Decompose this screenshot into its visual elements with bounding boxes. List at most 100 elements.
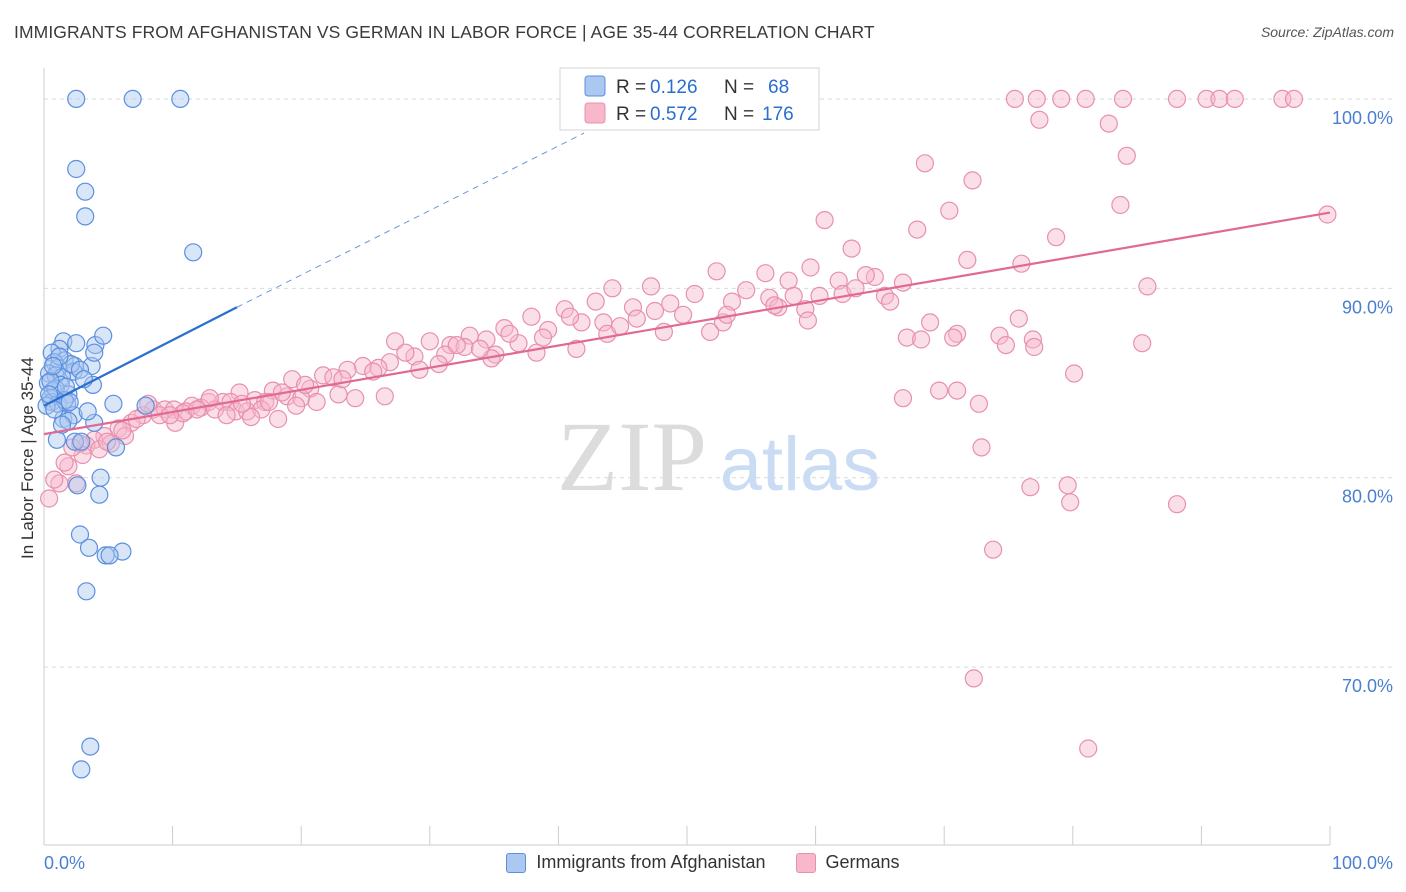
legend-swatch-blue (584, 75, 606, 97)
germans-point-107 (252, 400, 271, 419)
afghanistan-point-65 (52, 415, 72, 434)
germans-point-164 (881, 292, 900, 311)
germans-point-45 (623, 298, 643, 317)
germans-point-26 (756, 264, 775, 283)
germans-point-163 (856, 266, 875, 285)
afghanistan-point-50 (100, 546, 119, 565)
afghanistan-point-45 (90, 485, 109, 504)
afghanistan-point-9 (86, 336, 105, 355)
germans-point-15 (963, 171, 982, 190)
germans-point-59 (897, 328, 917, 347)
germans-point-17 (940, 201, 959, 220)
germans-point-65 (477, 330, 496, 349)
legend-r-label-pink: R = (616, 104, 646, 125)
germans-point-166 (944, 328, 963, 347)
y-tick-label-3: 100.0% (1332, 108, 1393, 128)
trend-lines (43, 132, 1331, 436)
germans-point-1 (1027, 89, 1046, 109)
germans-point-49 (627, 309, 646, 328)
afghanistan-point-6 (184, 243, 203, 262)
germans-point-27 (707, 262, 726, 281)
y-tick-label-2: 90.0% (1342, 297, 1393, 317)
germans-point-112 (269, 409, 288, 429)
germans-point-22 (842, 239, 861, 258)
germans-point-53 (1009, 309, 1028, 328)
swatch-afghanistan (506, 852, 527, 873)
legend-item-germans: Germans (795, 852, 900, 873)
germans-point-147 (329, 385, 348, 404)
afghanistan-point-3 (67, 159, 86, 179)
legend-n-label-pink: N = (724, 104, 754, 125)
germans-point-137 (139, 394, 158, 413)
germans-point-2 (1052, 89, 1071, 109)
germans-point-23 (958, 250, 977, 269)
afghanistan-point-53 (72, 760, 91, 779)
afghanistan-point-1 (123, 89, 142, 109)
x-tick-label-0: 0.0% (44, 853, 85, 873)
germans-point-67 (420, 332, 439, 351)
germans-point-69 (441, 336, 460, 355)
legend-r-label-blue: R = (616, 77, 646, 98)
germans-point-54 (495, 319, 514, 338)
afghanistan-point-8 (67, 334, 86, 353)
germans-point-34 (603, 279, 622, 298)
germans-point-96 (929, 381, 949, 400)
germans-point-146 (375, 387, 394, 406)
germans-point-38 (875, 286, 895, 305)
germans-point-125 (972, 438, 991, 457)
germans-point-144 (784, 286, 803, 305)
watermark-atlas: atlas (720, 422, 881, 507)
afghanistan-point-66 (78, 402, 97, 421)
germans-point-62 (1023, 330, 1043, 349)
germans-points (39, 89, 1337, 758)
germans-point-39 (586, 292, 605, 311)
y-tick-label-1: 80.0% (1342, 487, 1393, 507)
afghanistan-point-34 (136, 396, 155, 415)
afghanistan-point-52 (81, 737, 100, 756)
afghanistan-point-40 (65, 432, 85, 451)
x-tick-label-1: 100.0% (1332, 853, 1393, 873)
germans-point-7 (1210, 89, 1229, 109)
germans-point-21 (1046, 228, 1066, 247)
germans-point-170 (500, 324, 519, 343)
germans-trend-line (43, 211, 1331, 436)
germans-point-178 (97, 432, 117, 451)
germans-point-176 (160, 406, 180, 425)
germans-point-3 (1076, 89, 1095, 109)
germans-point-169 (560, 307, 580, 326)
legend-n-value-blue: 68 (768, 77, 789, 98)
germans-point-97 (947, 381, 967, 400)
germans-point-165 (920, 313, 940, 332)
germans-point-76 (380, 353, 399, 372)
afghanistan-point-42 (106, 438, 126, 457)
germans-point-168 (645, 301, 665, 321)
afghanistan-point-41 (72, 432, 91, 451)
germans-point-71 (567, 339, 586, 358)
germans-point-72 (527, 343, 546, 362)
germans-point-157 (470, 339, 490, 358)
germans-point-14 (915, 154, 935, 173)
bottom-legend: Immigrants from Afghanistan Germans (0, 852, 1406, 873)
afghanistan-point-49 (96, 546, 115, 565)
germans-point-113 (241, 408, 261, 427)
swatch-germans (795, 852, 816, 873)
germans-point-0 (1005, 89, 1025, 109)
legend-label-germans: Germans (825, 852, 900, 872)
germans-point-139 (287, 396, 306, 415)
germans-point-156 (396, 343, 415, 362)
germans-point-84 (1064, 364, 1084, 383)
germans-point-155 (333, 370, 352, 389)
legend-item-afghanistan: Immigrants from Afghanistan (506, 852, 766, 873)
germans-point-33 (685, 284, 704, 304)
germans-point-13 (1117, 146, 1136, 165)
germans-point-150 (232, 394, 252, 413)
source-label: Source: ZipAtlas.com (1260, 24, 1394, 40)
germans-point-74 (1025, 337, 1044, 357)
afghanistan-point-5 (76, 207, 95, 226)
axes (43, 68, 1331, 846)
germans-point-171 (447, 336, 466, 355)
germans-point-60 (911, 330, 931, 349)
y-tick-label-0: 70.0% (1342, 676, 1393, 696)
germans-point-131 (1058, 476, 1077, 495)
germans-point-20 (908, 220, 927, 239)
